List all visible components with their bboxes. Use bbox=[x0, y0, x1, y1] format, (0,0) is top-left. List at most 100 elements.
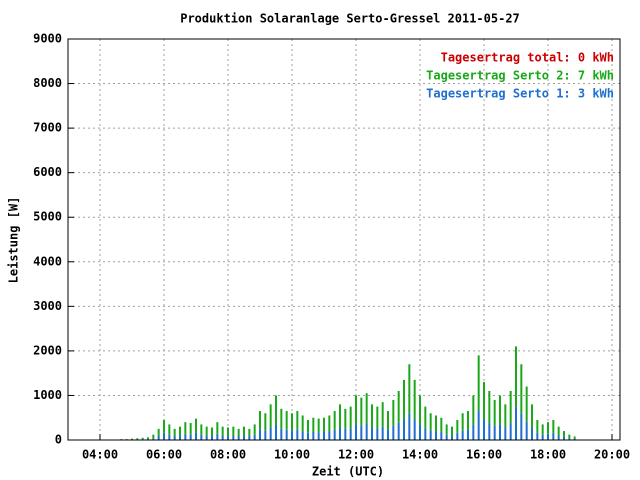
bar bbox=[339, 427, 341, 440]
bar bbox=[451, 435, 453, 440]
bar bbox=[243, 426, 245, 436]
bar bbox=[360, 397, 363, 426]
x-tick-label: 14:00 bbox=[402, 448, 438, 462]
bar bbox=[499, 395, 501, 425]
bar bbox=[477, 410, 480, 440]
bar bbox=[563, 436, 565, 440]
bar bbox=[493, 425, 496, 440]
bar bbox=[195, 418, 197, 433]
bar bbox=[568, 438, 571, 440]
bar bbox=[216, 422, 219, 434]
bar bbox=[552, 432, 555, 440]
chart-title: Produktion Solaranlage Serto-Gressel 201… bbox=[180, 12, 520, 26]
bar bbox=[200, 434, 203, 440]
bar bbox=[339, 404, 341, 428]
bar bbox=[387, 429, 389, 440]
bar bbox=[301, 415, 304, 432]
bar bbox=[301, 431, 304, 440]
y-tick-label: 8000 bbox=[33, 76, 62, 90]
bar bbox=[376, 428, 379, 440]
bar bbox=[499, 424, 501, 440]
y-tick-label: 9000 bbox=[33, 32, 62, 46]
bar bbox=[147, 437, 149, 440]
bar bbox=[456, 432, 459, 440]
bar bbox=[248, 428, 251, 436]
bar bbox=[509, 390, 512, 424]
bar bbox=[392, 399, 395, 426]
bar bbox=[269, 404, 272, 428]
x-tick-label: 10:00 bbox=[274, 448, 310, 462]
bar bbox=[461, 430, 464, 440]
bar bbox=[504, 427, 507, 440]
bar bbox=[237, 428, 240, 436]
bar bbox=[472, 395, 475, 425]
bar bbox=[557, 426, 560, 436]
bar bbox=[413, 419, 416, 440]
bar bbox=[333, 429, 336, 440]
bar bbox=[232, 435, 235, 440]
y-axis-label: Leistung [W] bbox=[7, 197, 21, 284]
bar bbox=[467, 411, 469, 430]
y-tick-label: 5000 bbox=[33, 210, 62, 224]
bar bbox=[189, 423, 192, 435]
bar bbox=[317, 418, 320, 433]
bar bbox=[168, 424, 171, 435]
y-tick-label: 4000 bbox=[33, 254, 62, 268]
bar bbox=[221, 426, 224, 436]
bar bbox=[547, 422, 549, 434]
bar bbox=[163, 432, 165, 440]
bar bbox=[520, 413, 523, 440]
bar bbox=[328, 431, 331, 440]
bar bbox=[435, 415, 437, 432]
y-tick-label: 1000 bbox=[33, 388, 62, 402]
bar bbox=[328, 415, 331, 432]
bar bbox=[568, 434, 571, 439]
bar bbox=[461, 413, 464, 431]
bar bbox=[344, 408, 347, 429]
bar bbox=[296, 429, 299, 440]
x-tick-label: 20:00 bbox=[594, 448, 630, 462]
bar bbox=[381, 426, 384, 440]
bar bbox=[573, 438, 576, 440]
bar bbox=[216, 433, 219, 440]
x-tick-label: 08:00 bbox=[210, 448, 246, 462]
legend-entry: Tagesertrag Serto 2: 7 kWh bbox=[426, 69, 614, 83]
bar bbox=[472, 424, 475, 440]
bar bbox=[275, 424, 277, 440]
bar bbox=[563, 431, 565, 437]
bar bbox=[269, 427, 272, 440]
bar bbox=[131, 438, 133, 440]
bar bbox=[227, 427, 229, 436]
bar bbox=[483, 382, 485, 420]
bar bbox=[173, 435, 176, 440]
bar bbox=[397, 422, 400, 440]
bar bbox=[541, 424, 544, 435]
bar bbox=[307, 432, 309, 440]
bar bbox=[264, 413, 267, 431]
y-tick-label: 2000 bbox=[33, 343, 62, 357]
bar bbox=[179, 426, 181, 436]
bar bbox=[285, 429, 288, 440]
bar bbox=[184, 422, 187, 434]
bar bbox=[435, 431, 437, 440]
bar bbox=[525, 386, 528, 422]
bar bbox=[376, 406, 379, 429]
bar bbox=[445, 434, 448, 440]
bar bbox=[221, 435, 224, 440]
bar bbox=[200, 424, 203, 435]
bar bbox=[515, 407, 517, 440]
bar bbox=[168, 434, 171, 440]
x-tick-label: 04:00 bbox=[82, 448, 118, 462]
y-tick-label: 3000 bbox=[33, 299, 62, 313]
x-tick-label: 06:00 bbox=[146, 448, 182, 462]
bar bbox=[424, 428, 427, 440]
bar bbox=[195, 432, 197, 440]
bar bbox=[349, 428, 352, 440]
bar bbox=[493, 399, 496, 426]
bar bbox=[205, 426, 208, 436]
x-tick-label: 12:00 bbox=[338, 448, 374, 462]
bar bbox=[307, 419, 309, 433]
bar bbox=[381, 402, 384, 427]
bar bbox=[157, 435, 160, 440]
bar bbox=[141, 437, 144, 440]
